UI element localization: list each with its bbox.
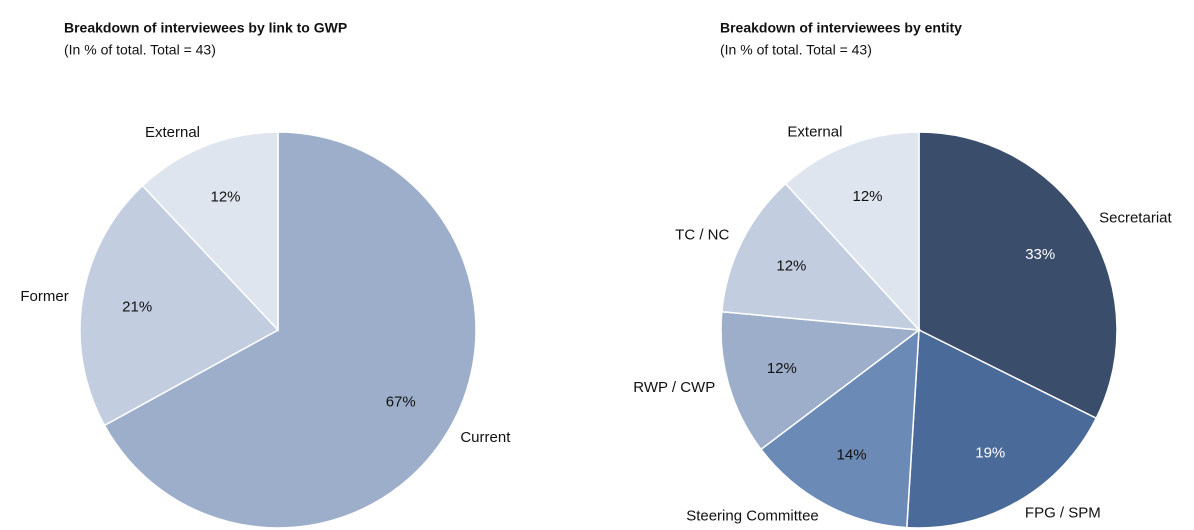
category-label: External [145, 124, 200, 141]
data-label: 67% [386, 394, 416, 411]
pie-slice [918, 131, 1118, 420]
category-label: Current [460, 429, 511, 446]
chart-title: Breakdown of interviewees by link to GWP [64, 20, 347, 36]
chart-subtitle: (In % of total. Total = 43) [720, 42, 872, 58]
category-label: TC / NC [675, 227, 729, 244]
data-label: 12% [776, 257, 806, 274]
category-label: RWP / CWP [633, 379, 715, 396]
data-label: 21% [122, 299, 152, 316]
chart-title: Breakdown of interviewees by entity [720, 20, 962, 36]
pie-slice [720, 310, 921, 451]
data-label: 12% [211, 188, 241, 205]
data-label: 19% [975, 444, 1005, 461]
category-label: Steering Committee [686, 508, 819, 525]
data-label: 14% [837, 447, 867, 464]
pie-slice [721, 182, 921, 331]
category-label: External [787, 123, 842, 140]
category-label: FPG / SPM [1025, 504, 1101, 521]
category-label: Former [20, 288, 68, 305]
pie-slice [759, 328, 920, 529]
pie-slice [784, 131, 920, 332]
pie-slice [79, 184, 280, 427]
chart-subtitle: (In % of total. Total = 43) [64, 42, 216, 58]
data-label: 12% [767, 360, 797, 377]
pie-slice [141, 131, 279, 332]
pie-slice [906, 328, 1098, 529]
category-label: Secretariat [1099, 209, 1172, 226]
pie-slice [103, 131, 477, 529]
data-label: 12% [852, 188, 882, 205]
data-label: 33% [1025, 246, 1055, 263]
